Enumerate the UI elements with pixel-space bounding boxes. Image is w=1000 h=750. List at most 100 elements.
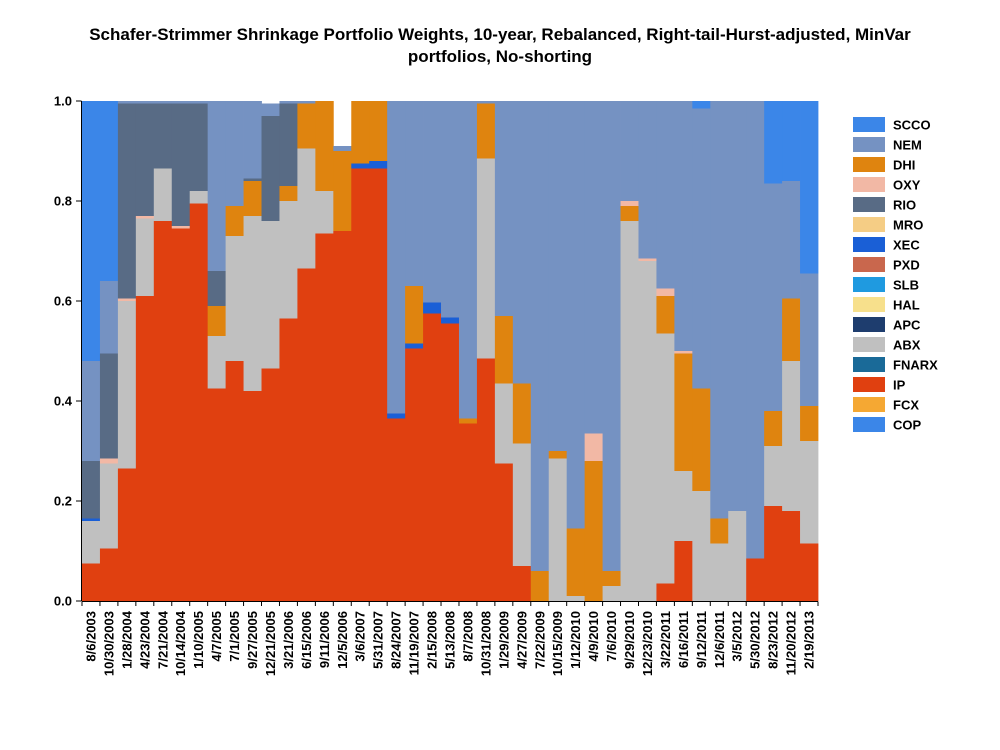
bar-segment-dhi-14 [333,151,352,231]
bar-segment-ip-10 [261,368,280,601]
bar-segment-oxy-1 [99,458,119,464]
x-tick-label: 3/21/2006 [281,611,296,669]
x-tick-label: 5/31/2007 [371,611,386,669]
bar-segment-dhi-9 [243,181,262,216]
bar-segment-nem-37 [746,101,765,559]
bar-segment-scco-1 [99,101,119,281]
bar-segment-dhi-21 [458,418,478,424]
bar-segment-abx-32 [656,333,675,584]
bar-segment-nem-6 [189,101,209,104]
bar-segment-abx-22 [476,158,496,359]
bar-segment-rio-10 [261,116,280,221]
x-tick-label: 12/23/2010 [640,611,655,676]
y-tick-label: 0.2 [54,494,72,509]
x-tick-label: 6/15/2006 [299,611,314,669]
bar-segment-rio-6 [189,103,209,191]
bar-segment-xec-0 [82,518,101,521]
legend-label-cop: COP [893,418,922,433]
bar-segment-scco-40 [800,101,819,274]
bar-segment-nem-33 [674,101,693,351]
bar-segment-abx-0 [82,521,101,564]
bar-segment-nem-2 [117,101,137,104]
bar-segment-ip-13 [315,233,334,601]
legend-label-xec: XEC [893,238,920,253]
x-tick-label: 3/5/2012 [730,611,745,662]
bar-segment-dhi-7 [207,306,227,336]
bar-segment-nem-23 [494,101,514,316]
x-tick-label: 9/29/2010 [622,611,637,669]
bar-segment-oxy-28 [584,433,603,461]
x-tick-label: 7/21/2004 [155,610,170,669]
legend-label-apc: APC [893,318,921,333]
legend-swatch-dhi [853,157,885,172]
bar-segment-nem-11 [279,101,298,104]
bar-segment-abx-6 [189,191,209,204]
bar-segment-dhi-34 [692,388,711,491]
legend-swatch-mro [853,217,885,232]
bar-segment-rio-3 [135,103,155,216]
bar-segment-abx-9 [243,216,262,391]
bar-segment-ip-32 [656,583,675,601]
bar-segment-nem-30 [620,101,639,201]
bar-segment-ip-20 [441,323,460,601]
bar-segment-dhi-23 [494,316,514,384]
bar-segment-nem-38 [764,183,783,411]
bars-group [82,101,819,601]
bar-segment-abx-1 [99,463,119,549]
bar-segment-nem-20 [441,101,460,318]
bar-segment-xec-17 [387,413,406,419]
bar-segment-nem-21 [458,101,478,419]
bar-segment-nem-34 [692,108,711,389]
bar-segment-xec-16 [369,161,388,169]
bar-segment-abx-27 [566,596,586,601]
bar-segment-abx-35 [710,543,729,601]
chart-title-line1: Schafer-Strimmer Shrinkage Portfolio Wei… [89,25,911,44]
bar-segment-nem-40 [800,273,819,406]
bar-segment-abx-34 [692,491,711,601]
bar-segment-dhi-22 [476,103,496,159]
bar-segment-ip-4 [153,221,173,601]
bar-segment-ip-37 [746,558,765,601]
x-tick-label: 3/6/2007 [353,611,368,662]
bar-segment-dhi-29 [602,571,621,586]
x-tick-label: 8/23/2012 [766,611,781,669]
bar-segment-nem-29 [602,101,621,571]
bar-segment-dhi-35 [710,518,729,544]
x-tick-label: 7/6/2010 [604,611,619,662]
legend-label-hal: HAL [893,298,920,313]
bar-segment-dhi-33 [674,353,693,471]
y-tick-label: 0.6 [54,294,72,309]
bar-segment-ip-1 [99,548,119,601]
bar-segment-abx-30 [620,221,639,601]
bar-segment-abx-10 [261,221,280,369]
bar-segment-ip-5 [171,228,191,601]
bar-segment-dhi-28 [584,461,603,601]
bar-segment-dhi-32 [656,296,675,334]
bar-segment-abx-23 [494,383,514,464]
x-tick-label: 11/19/2007 [407,611,422,675]
bar-segment-rio-0 [82,461,101,519]
bar-segment-nem-17 [387,101,406,414]
legend-label-nem: NEM [893,138,922,153]
bar-segment-nem-8 [225,101,244,206]
bar-segment-rio-2 [117,103,137,299]
x-tick-label: 4/7/2005 [209,611,224,662]
bar-segment-abx-8 [225,236,244,361]
x-tick-label: 8/6/2003 [83,611,98,662]
bar-segment-abx-31 [638,261,657,601]
bar-segment-oxy-2 [117,298,137,301]
bar-segment-abx-13 [315,191,334,234]
legend-label-abx: ABX [893,338,921,353]
x-tick-label: 9/11/2006 [317,611,332,668]
bar-segment-ip-38 [764,506,783,601]
x-tick-label: 4/27/2009 [514,611,529,669]
bar-segment-ip-24 [512,566,532,601]
x-axis: 8/6/2003 10/30/2003 1/28/2004 4/23/2004 7/21… [81,601,819,676]
x-tick-label: 1/12/2010 [568,611,583,669]
x-tick-label: 10/30/2003 [101,611,116,676]
legend-swatch-abx [853,337,885,352]
x-tick-label: 9/12/2011 [694,611,709,668]
bar-segment-abx-39 [782,361,801,511]
bar-segment-xec-15 [351,163,370,169]
